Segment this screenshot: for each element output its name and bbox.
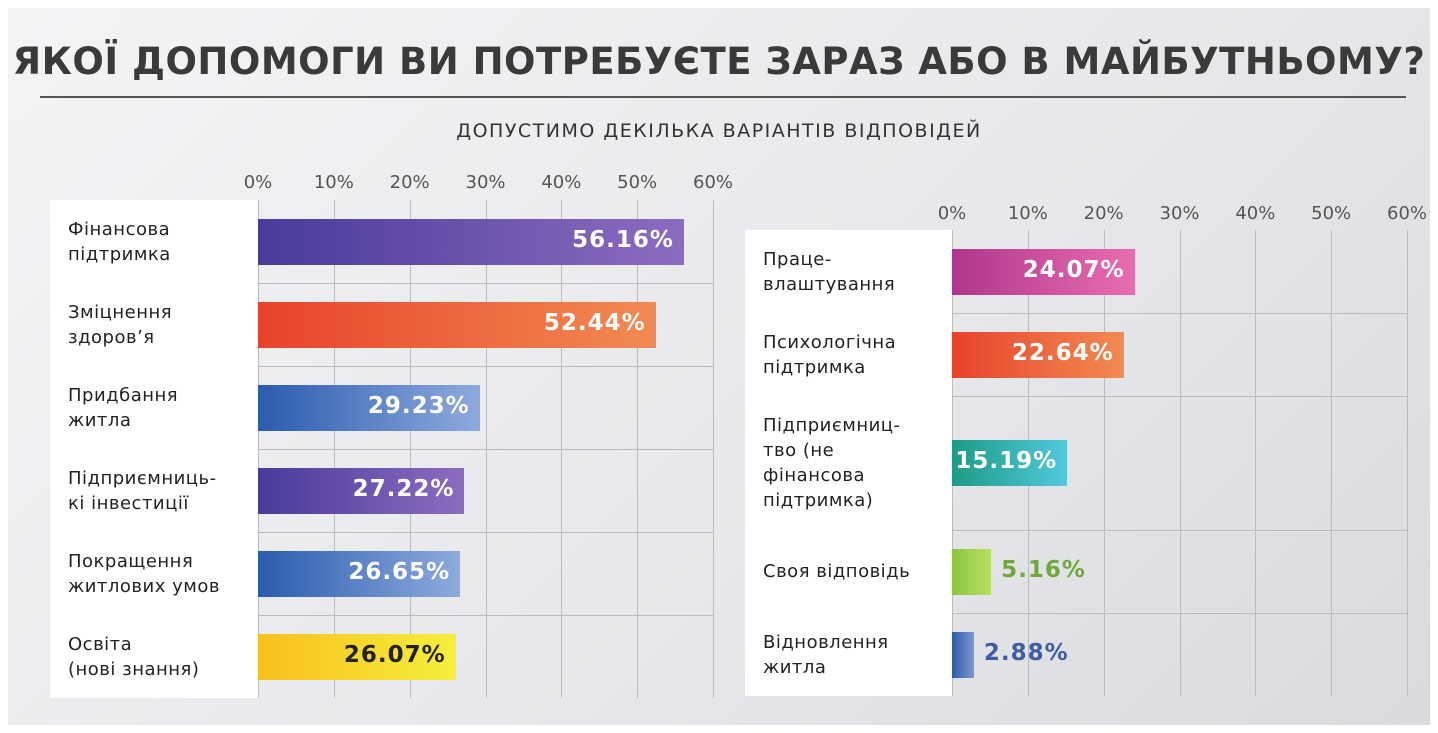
bar [952,631,974,678]
grid-line [1331,230,1333,696]
row-separator [258,449,713,450]
value-label: 56.16% [572,226,674,253]
label-column [745,230,952,696]
grid-line [1255,230,1257,696]
grid-line [1179,230,1181,696]
x-tick-label: 60% [692,172,734,193]
row-separator [258,366,713,367]
value-label: 15.19% [955,448,1058,474]
row-separator [952,396,1407,397]
value-label: 24.07% [1022,256,1125,283]
grid-line [1407,230,1408,696]
category-label: Покращення житлових умов [68,550,220,597]
category-label: Психологічна підтримка [763,331,897,378]
bar [952,248,1135,295]
bar [258,633,456,680]
category-label: Праце- влаштування [763,248,896,295]
category-label: Своя відповідь [763,561,911,582]
row-separator [258,532,713,533]
x-tick-label: 30% [1159,203,1200,224]
value-label: 2.88% [983,639,1069,666]
category-label: Зміцнення здоров’я [68,301,173,348]
row-separator [258,615,713,616]
title-rule [40,96,1406,98]
row-separator [952,613,1407,614]
subtitle: ДОПУСТИМО ДЕКІЛЬКА ВАРІАНТІВ ВІДПОВІДЕЙ [456,120,982,142]
x-tick-label: 10% [1007,203,1048,224]
value-label: 5.16% [1001,556,1086,583]
x-tick-label: 0% [243,172,273,193]
x-tick-label: 10% [313,172,354,193]
category-label: Фінансова підтримка [68,218,171,265]
bar [258,301,656,348]
x-tick-label: 20% [389,172,430,193]
x-tick-label: 30% [465,172,506,193]
grid-line [713,200,714,698]
x-tick-label: 40% [541,172,582,193]
bar [952,331,1124,378]
x-tick-label: 0% [937,203,967,224]
value-label: 26.65% [348,558,451,585]
bar [258,467,465,514]
label-column [50,200,258,698]
x-tick-label: 50% [617,172,658,193]
x-tick-label: 20% [1083,203,1124,224]
bar [952,440,1068,486]
category-label: Підприємниц- тво (не фінансова підтримка… [763,415,901,511]
row-separator [258,283,713,284]
category-label: Придбання житла [68,384,179,431]
category-label: Підприємниць- кі інвестиції [68,467,217,514]
value-label: 22.64% [1011,339,1114,366]
value-label: 26.07% [343,641,446,668]
bar [952,548,992,595]
x-tick-label: 60% [1386,203,1428,224]
value-label: 52.44% [543,309,646,336]
bar [258,550,461,597]
value-label: 27.22% [352,475,455,502]
row-separator [952,313,1407,314]
row-separator [952,530,1407,531]
value-label: 29.23% [367,392,470,419]
bar [258,384,480,431]
x-tick-label: 50% [1311,203,1352,224]
x-tick-label: 40% [1235,203,1276,224]
grid-line [1103,230,1105,696]
title: ЯКОЇ ДОПОМОГИ ВИ ПОТРЕБУЄТЕ ЗАРАЗ АБО В … [12,40,1426,83]
bar [258,218,684,265]
category-label: Освіта (нові знання) [68,633,200,680]
category-label: Відновлення житла [763,631,889,678]
